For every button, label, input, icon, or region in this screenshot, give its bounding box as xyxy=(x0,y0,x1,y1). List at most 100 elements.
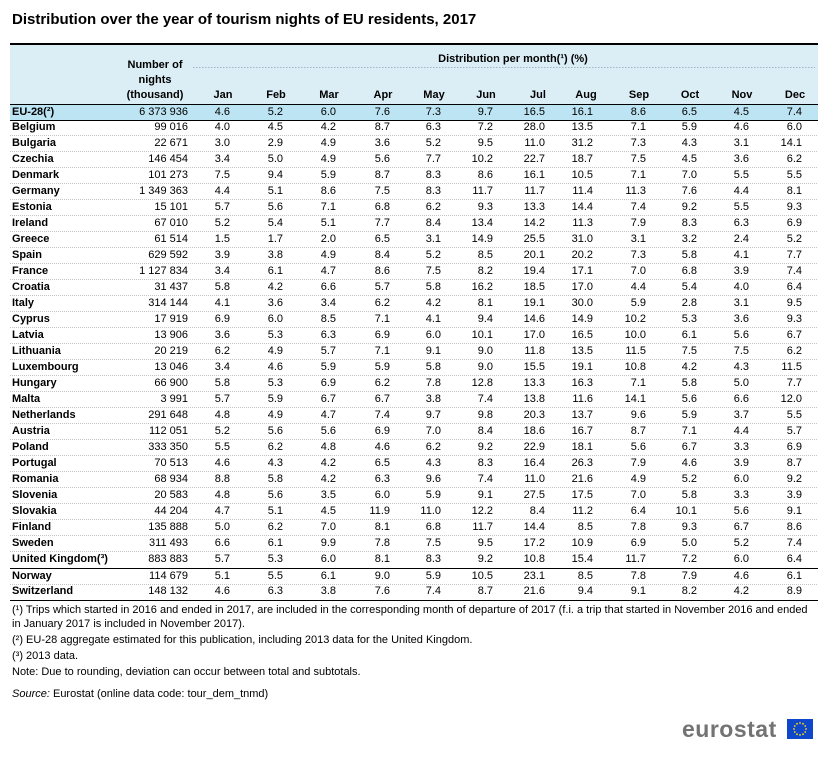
row-divider xyxy=(10,423,818,424)
month-value-jun: 8.1 xyxy=(477,297,493,309)
month-value-may: 8.3 xyxy=(425,185,441,197)
month-value-may: 6.2 xyxy=(425,201,441,213)
table-row: Greece 61 514 1.5 1.7 2.0 6.5 3.1 14.9 25.5 31.0 3… xyxy=(10,232,818,248)
month-value-aug: 19.1 xyxy=(571,361,593,373)
footnote-1: (¹) Trips which started in 2016 and ende… xyxy=(12,604,808,630)
table-row: Finland 135 888 5.0 6.2 7.0 8.1 6.8 11.7 14.4 8.5… xyxy=(10,520,818,536)
month-value-sep: 10.8 xyxy=(624,361,646,373)
month-value-jun: 9.4 xyxy=(477,313,493,325)
month-value-apr: 8.7 xyxy=(374,169,390,181)
month-value-may: 7.5 xyxy=(425,265,441,277)
month-value-dec: 6.7 xyxy=(786,329,802,341)
month-value-may: 6.2 xyxy=(425,441,441,453)
table-row: Norway 114 679 5.1 5.5 6.1 9.0 5.9 10.5 23.1 8.5 7… xyxy=(10,568,818,585)
month-value-apr: 6.0 xyxy=(374,489,390,501)
month-value-sep: 3.1 xyxy=(630,233,646,245)
month-value-feb: 5.6 xyxy=(267,489,283,501)
month-value-mar: 4.7 xyxy=(320,409,336,421)
month-value-feb: 3.8 xyxy=(267,249,283,261)
month-value-jan: 5.7 xyxy=(214,553,230,565)
month-header-jan: Jan xyxy=(213,89,233,101)
month-value-nov: 4.6 xyxy=(733,121,749,133)
month-value-may: 7.7 xyxy=(425,153,441,165)
country-name: Latvia xyxy=(12,329,44,341)
month-value-sep: 8.6 xyxy=(630,106,646,118)
month-value-dec: 7.4 xyxy=(786,265,802,277)
month-value-oct: 9.3 xyxy=(681,521,697,533)
month-value-aug: 16.7 xyxy=(571,425,593,437)
month-value-apr: 6.2 xyxy=(374,297,390,309)
month-value-jun: 8.2 xyxy=(477,265,493,277)
month-value-sep: 8.7 xyxy=(630,425,646,437)
month-value-feb: 6.3 xyxy=(267,585,283,597)
month-value-apr: 7.7 xyxy=(374,217,390,229)
table-row: Romania 68 934 8.8 5.8 4.2 6.3 9.6 7.4 11.0 21.6 4… xyxy=(10,472,818,488)
month-value-sep: 5.6 xyxy=(630,441,646,453)
month-value-apr: 7.1 xyxy=(374,313,390,325)
month-value-dec: 6.0 xyxy=(786,121,802,133)
month-value-mar: 7.0 xyxy=(320,521,336,533)
month-header-aug: Aug xyxy=(575,89,597,101)
month-value-sep: 7.8 xyxy=(630,521,646,533)
month-value-sep: 5.9 xyxy=(630,297,646,309)
month-value-jan: 3.4 xyxy=(214,265,230,277)
month-value-jan: 3.6 xyxy=(214,329,230,341)
month-value-sep: 11.3 xyxy=(625,185,646,197)
month-value-feb: 1.7 xyxy=(267,233,283,245)
flag-star xyxy=(804,731,807,733)
month-value-dec: 8.9 xyxy=(786,585,802,597)
row-divider xyxy=(10,455,818,456)
month-value-sep: 7.0 xyxy=(630,489,646,501)
month-value-sep: 4.9 xyxy=(630,473,646,485)
table-row: Ireland 67 010 5.2 5.4 5.1 7.7 8.4 13.4 14.2 11.3… xyxy=(10,216,818,232)
month-value-dec: 7.7 xyxy=(786,249,802,261)
month-value-dec: 9.1 xyxy=(786,505,802,517)
row-divider xyxy=(10,247,818,248)
month-value-aug: 31.2 xyxy=(571,137,593,149)
month-header-jul: Jul xyxy=(530,89,546,101)
month-value-nov: 4.2 xyxy=(733,585,749,597)
month-value-dec: 9.5 xyxy=(786,297,802,309)
month-value-sep: 6.9 xyxy=(630,537,646,549)
month-value-may: 5.9 xyxy=(425,570,441,582)
month-value-feb: 6.1 xyxy=(267,537,283,549)
month-value-mar: 5.9 xyxy=(320,361,336,373)
table-row: Germany 1 349 363 4.4 5.1 8.6 7.5 8.3 11.7 11.7 1… xyxy=(10,184,818,200)
month-value-jun: 9.3 xyxy=(477,201,493,213)
country-name: Netherlands xyxy=(12,409,76,421)
month-value-nov: 4.0 xyxy=(733,281,749,293)
month-value-jul: 17.0 xyxy=(523,329,545,341)
table-row: Czechia 146 454 3.4 5.0 4.9 5.6 7.7 10.2 22.7 18.… xyxy=(10,152,818,168)
month-value-mar: 6.9 xyxy=(320,377,336,389)
month-value-feb: 5.9 xyxy=(267,393,283,405)
row-divider xyxy=(10,503,818,504)
month-value-nov: 3.3 xyxy=(733,441,749,453)
nights-value: 1 127 834 xyxy=(139,265,188,277)
month-value-mar: 4.7 xyxy=(320,265,336,277)
month-value-apr: 5.9 xyxy=(374,361,390,373)
month-value-dec: 14.1 xyxy=(780,137,802,149)
month-value-sep: 14.1 xyxy=(624,393,646,405)
month-value-jan: 4.6 xyxy=(214,585,230,597)
month-value-may: 4.1 xyxy=(425,313,441,325)
month-value-may: 3.1 xyxy=(425,233,441,245)
nights-value: 629 592 xyxy=(148,249,188,261)
month-value-dec: 6.4 xyxy=(786,553,802,565)
nights-value: 112 051 xyxy=(149,425,188,437)
month-value-nov: 6.6 xyxy=(733,393,749,405)
flag-star xyxy=(793,728,795,730)
month-value-sep: 4.4 xyxy=(630,281,646,293)
month-value-jul: 14.4 xyxy=(523,521,545,533)
footnote-rounding: Note: Due to rounding, deviation can occ… xyxy=(12,666,361,678)
country-name: Austria xyxy=(12,425,50,437)
row-divider xyxy=(10,471,818,472)
month-value-jun: 16.2 xyxy=(471,281,493,293)
month-value-mar: 2.0 xyxy=(320,233,336,245)
month-value-sep: 7.1 xyxy=(630,377,646,389)
nights-header: Number of nights (thousand) xyxy=(126,59,184,101)
month-value-jun: 10.1 xyxy=(471,329,493,341)
month-value-feb: 5.8 xyxy=(267,473,283,485)
month-value-sep: 7.0 xyxy=(630,265,646,277)
flag-star xyxy=(804,725,807,727)
month-value-jun: 9.0 xyxy=(477,361,493,373)
